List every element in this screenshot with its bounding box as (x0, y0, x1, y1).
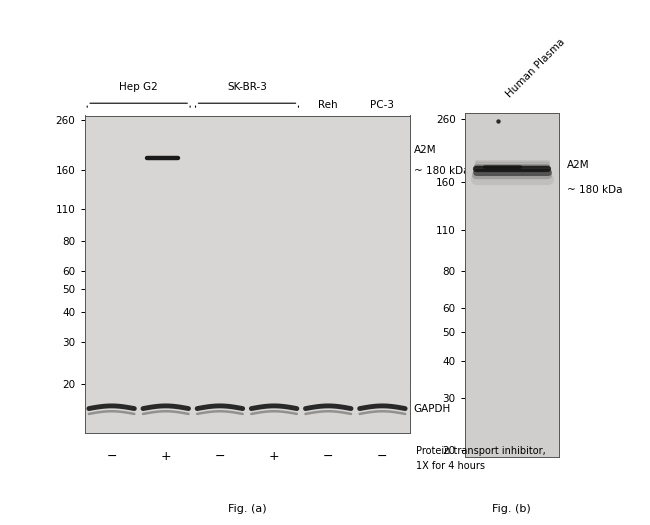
Text: Hep G2: Hep G2 (120, 82, 158, 92)
Text: GAPDH: GAPDH (414, 404, 451, 414)
Text: Fig. (a): Fig. (a) (227, 505, 266, 514)
Text: +: + (268, 450, 280, 463)
Text: A2M: A2M (414, 145, 436, 155)
Text: PC-3: PC-3 (370, 100, 395, 110)
Text: ~ 180 kDa: ~ 180 kDa (414, 166, 469, 176)
Text: −: − (107, 450, 117, 463)
Text: ~ 180 kDa: ~ 180 kDa (567, 184, 622, 195)
Text: Fig. (b): Fig. (b) (493, 505, 531, 514)
Point (493, 117, 503, 125)
Text: −: − (323, 450, 333, 463)
Text: −: − (377, 450, 387, 463)
Text: 1X for 4 hours: 1X for 4 hours (416, 461, 485, 471)
Text: Human Plasma: Human Plasma (505, 37, 567, 99)
Text: Reh: Reh (318, 100, 338, 110)
Text: SK-BR-3: SK-BR-3 (227, 82, 267, 92)
Text: −: − (214, 450, 225, 463)
Text: Protein transport inhibitor,: Protein transport inhibitor, (416, 446, 546, 457)
Text: +: + (161, 450, 171, 463)
Text: A2M: A2M (567, 160, 589, 170)
